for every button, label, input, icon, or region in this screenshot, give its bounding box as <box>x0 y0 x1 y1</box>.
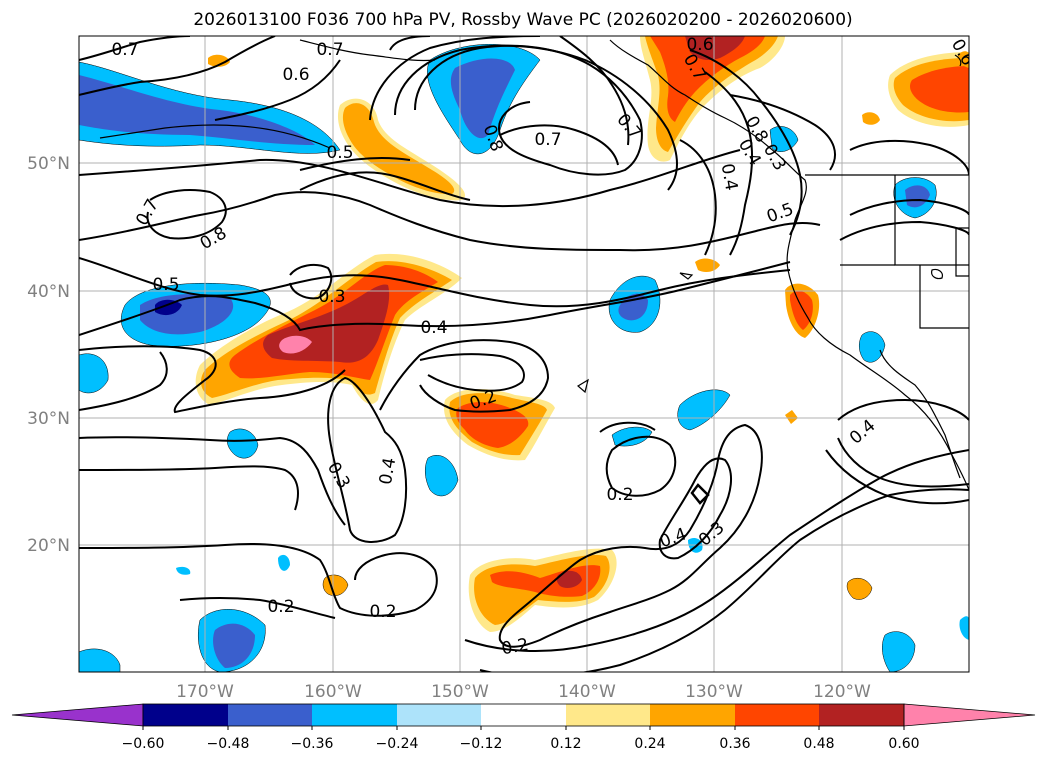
colorbar-segment <box>819 704 904 726</box>
colorbar-tick-label: 0.12 <box>550 736 581 752</box>
contour-label: 0.2 <box>606 485 633 505</box>
contour-label: 0.7 <box>316 40 343 60</box>
contour-label: 0.7 <box>111 40 138 60</box>
latitude-labels: 50°N 40°N 30°N 20°N <box>27 154 70 556</box>
lon-label-140w: 140°W <box>558 682 616 702</box>
contour-label: 0.4 <box>420 318 447 338</box>
longitude-labels: 170°W 160°W 150°W 140°W 130°W 120°W <box>176 682 871 702</box>
colorbar-segment <box>735 704 819 726</box>
lat-label-20n: 20°N <box>27 536 70 556</box>
coastlines <box>99 39 969 505</box>
contour-label: 0.5 <box>326 143 353 163</box>
colorbar-tick-label: 0.24 <box>634 736 665 752</box>
colorbar-segment <box>228 704 312 726</box>
contour-label: 0.4 <box>376 456 400 486</box>
contour-label: 0.2 <box>267 597 294 617</box>
contour-label: 0.6 <box>686 35 713 55</box>
lat-label-50n: 50°N <box>27 154 70 174</box>
colorbar-segment <box>481 704 566 726</box>
colorbar-tick-label: −0.48 <box>207 736 250 752</box>
colorbar-tick-label: −0.24 <box>376 736 419 752</box>
lat-label-40n: 40°N <box>27 282 70 302</box>
lon-label-120w: 120°W <box>813 682 871 702</box>
colorbar-extend-min <box>11 703 144 727</box>
positive-anomaly-fills <box>195 36 969 632</box>
contour-label: 0.6 <box>282 65 309 85</box>
figure-title: 2026013100 F036 700 hPa PV, Rossby Wave … <box>193 10 852 30</box>
map-area: 0.7 0.7 0.6 0.6 0.8 0.7 0.7 0.5 0.6 0.8 … <box>79 35 969 672</box>
colorbar-tick-label: 0.36 <box>719 736 750 752</box>
colorbar-segment <box>397 704 481 726</box>
map-frame <box>78 35 970 673</box>
contour-label: 0.3 <box>318 287 345 307</box>
colorbar-segment <box>650 704 735 726</box>
colorbar-tick-label: 0.60 <box>888 736 919 752</box>
colorbar-tick-label: −0.36 <box>291 736 334 752</box>
lon-label-150w: 150°W <box>431 682 489 702</box>
colorbar-segment <box>312 704 397 726</box>
colorbar-segment <box>143 704 228 726</box>
contour-label: 0.7 <box>534 130 561 150</box>
colorbar-segment <box>566 704 650 726</box>
contour-label: 0.2 <box>369 602 396 622</box>
colorbar-extend-max <box>903 703 1036 727</box>
colorbar: −0.60 −0.48 −0.36 −0.24 −0.12 0.12 0.24 … <box>11 703 1036 752</box>
lon-label-170w: 170°W <box>176 682 234 702</box>
lat-label-30n: 30°N <box>27 409 70 429</box>
contour-label: 0.2 <box>500 635 530 659</box>
contour-label: 0.4 <box>717 162 741 192</box>
colorbar-tick-label: 0.48 <box>803 736 834 752</box>
contour-label: 0.5 <box>152 275 179 295</box>
colorbar-tick-label: −0.60 <box>122 736 165 752</box>
colorbar-tick-label: −0.12 <box>460 736 503 752</box>
lon-label-160w: 160°W <box>304 682 362 702</box>
lon-label-130w: 130°W <box>685 682 743 702</box>
